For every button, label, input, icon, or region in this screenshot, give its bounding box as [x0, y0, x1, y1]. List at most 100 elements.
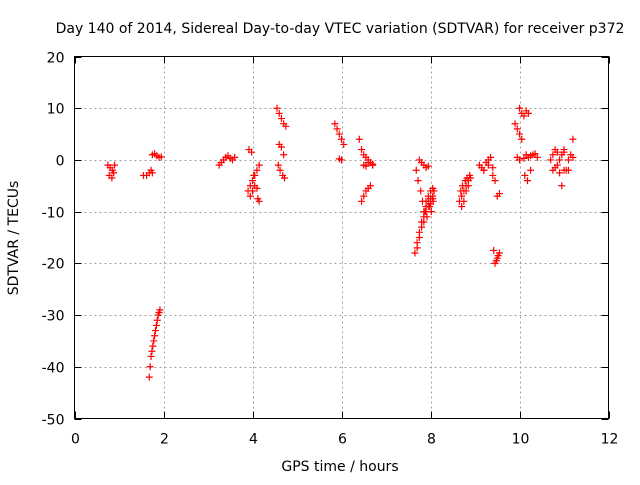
data-point: [253, 166, 261, 174]
chart-title: Day 140 of 2014, Sidereal Day-to-day VTE…: [56, 21, 625, 37]
data-point: [480, 166, 488, 174]
data-point: [489, 164, 497, 172]
data-point: [556, 156, 564, 164]
x-tick-label: 8: [427, 432, 436, 448]
data-point: [273, 104, 281, 112]
data-point: [417, 187, 425, 195]
data-point: [524, 177, 532, 185]
data-point: [531, 150, 539, 158]
data-point: [564, 156, 572, 164]
data-point: [569, 135, 577, 143]
data-point: [414, 177, 422, 185]
data-point: [569, 153, 577, 161]
data-point: [250, 171, 258, 179]
y-tick-label: -20: [42, 257, 65, 273]
data-point: [108, 174, 116, 182]
data-point: [253, 184, 261, 192]
data-point: [549, 151, 557, 159]
data-point: [411, 249, 419, 257]
data-point: [484, 161, 492, 169]
data-point: [521, 171, 529, 179]
data-point: [458, 202, 466, 210]
data-point: [150, 337, 158, 345]
data-point: [524, 109, 532, 117]
y-axis-label: SDTVAR / TECUs: [6, 181, 22, 296]
data-point: [412, 166, 420, 174]
y-tick-label: 20: [47, 51, 65, 67]
ticks-layer: 0 2 4 6 8 10 12 -50 -40 -30 -20 -10 0 10 20: [42, 51, 619, 448]
data-point: [255, 197, 263, 205]
y-tick-label: -50: [42, 413, 65, 429]
data-point: [358, 197, 366, 205]
data-point: [423, 213, 431, 221]
data-point: [157, 153, 165, 161]
data-point: [355, 135, 363, 143]
data-point: [516, 104, 523, 112]
data-point: [246, 192, 254, 200]
data-point: [560, 166, 568, 174]
x-tick-label: 0: [71, 432, 80, 448]
data-point: [364, 159, 372, 167]
data-point: [457, 187, 465, 195]
data-point: [148, 347, 156, 355]
data-point: [460, 197, 468, 205]
data-point: [156, 306, 164, 314]
data-point: [335, 130, 343, 138]
data-point: [280, 151, 288, 159]
data-point: [362, 162, 370, 170]
x-tick-label: 4: [249, 432, 258, 448]
data-point: [151, 332, 159, 340]
data-point: [516, 130, 523, 138]
data-point: [495, 190, 503, 198]
data-point: [511, 120, 519, 128]
x-axis-label: GPS time / hours: [281, 459, 398, 475]
data-point: [418, 223, 426, 231]
data-point: [527, 166, 535, 174]
data-point: [547, 156, 555, 164]
data-point: [520, 112, 528, 120]
data-point: [111, 161, 119, 169]
data-point: [275, 109, 283, 117]
data-point: [277, 143, 285, 151]
data-point: [274, 161, 282, 169]
plot-frame: [74, 56, 609, 419]
data-point: [492, 257, 500, 265]
y-tick-label: -10: [42, 206, 65, 222]
y-tick-label: 0: [56, 154, 65, 170]
data-point: [494, 252, 502, 260]
data-point: [145, 373, 153, 381]
data-point: [331, 120, 339, 128]
data-point: [366, 182, 374, 190]
data-point: [338, 135, 345, 143]
x-tick-label: 6: [338, 432, 347, 448]
data-point: [415, 234, 423, 241]
data-point: [533, 153, 541, 161]
marks-layer: [104, 104, 577, 381]
x-tick-label: 2: [160, 432, 169, 448]
data-point: [491, 177, 499, 185]
data-point: [489, 171, 497, 179]
data-point: [110, 169, 118, 177]
data-point: [149, 342, 157, 350]
data-point: [490, 246, 498, 254]
data-point: [558, 182, 566, 190]
data-point: [369, 160, 377, 168]
data-point: [282, 122, 290, 130]
data-point: [487, 153, 495, 161]
data-point: [516, 156, 523, 164]
data-point: [551, 164, 559, 172]
data-point: [248, 148, 256, 156]
data-point: [340, 140, 348, 148]
data-point: [513, 125, 521, 133]
x-tick-label: 12: [601, 432, 619, 448]
data-point: [153, 316, 161, 324]
data-point: [358, 146, 366, 154]
data-point: [147, 352, 155, 360]
data-point: [148, 169, 156, 177]
data-point: [424, 162, 432, 170]
data-point: [418, 197, 426, 205]
x-tick-label: 10: [512, 432, 530, 448]
data-point: [556, 169, 564, 177]
data-point: [466, 171, 474, 179]
y-tick-label: 10: [47, 102, 65, 118]
